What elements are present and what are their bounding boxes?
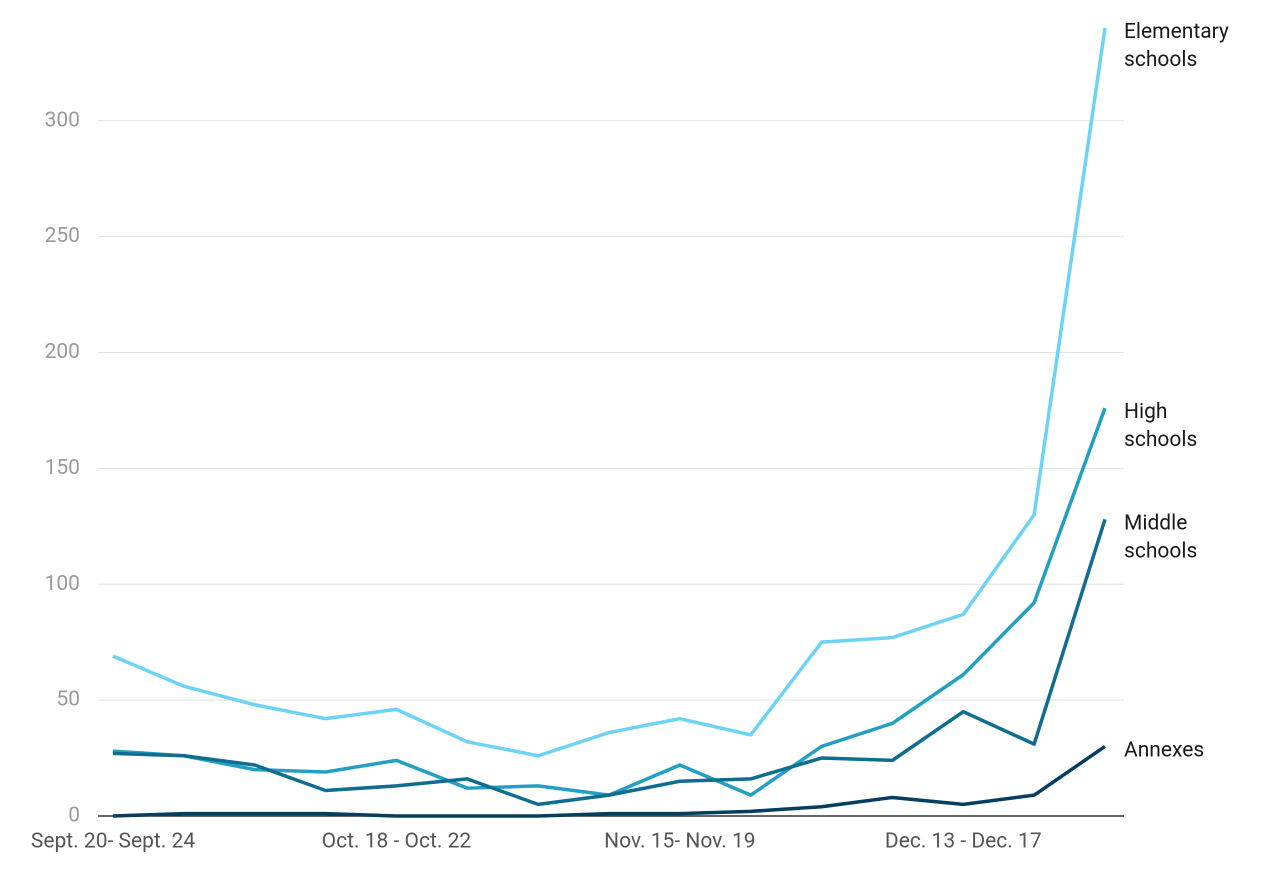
series-line [112, 407, 1107, 797]
y-tick-label: 150 [45, 456, 80, 480]
y-tick-label: 0 [68, 804, 80, 828]
y-tick-label: 200 [45, 340, 80, 364]
series-label: Annexes [1124, 738, 1204, 762]
series-label: Middle schools [1124, 511, 1197, 563]
series-line [112, 745, 1106, 818]
series-label: High schools [1124, 400, 1197, 452]
x-tick-label: Dec. 13 - Dec. 17 [885, 830, 1042, 854]
x-tick-label: Oct. 18 - Oct. 22 [322, 830, 472, 854]
x-tick-label: Nov. 15- Nov. 19 [604, 830, 755, 854]
y-tick-label: 50 [56, 688, 80, 712]
y-tick-label: 300 [45, 108, 80, 132]
x-tick-label: Sept. 20- Sept. 24 [31, 830, 195, 854]
y-tick-label: 100 [45, 572, 80, 596]
series-line [112, 518, 1107, 807]
y-tick-label: 250 [45, 224, 80, 248]
series-label: Elementary schools [1124, 20, 1229, 72]
series-line [112, 27, 1107, 758]
